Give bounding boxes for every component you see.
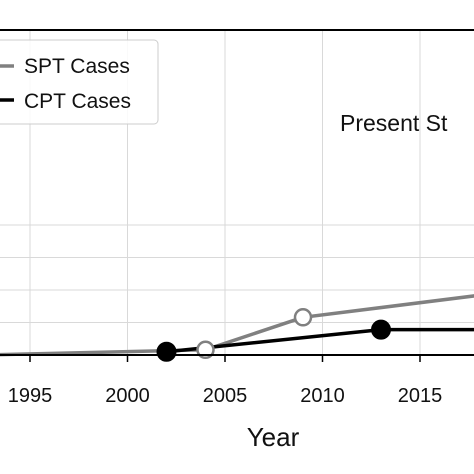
plot-frame [0, 29, 474, 356]
spt-point-2 [293, 308, 313, 327]
cpt-point-0 [156, 341, 177, 362]
legend-box [0, 39, 159, 125]
legend: SPT Cases CPT Cases [0, 39, 159, 125]
x-axis-label: Year [247, 422, 300, 452]
legend-label-cpt: CPT Cases [24, 90, 131, 113]
series-lines [0, 294, 474, 357]
series-line-spt [0, 294, 474, 357]
x-tick-label-1: 2000 [105, 385, 150, 407]
x-tick-label-3: 2010 [300, 385, 345, 407]
legend-label-spt: SPT Cases [24, 55, 130, 78]
x-tick-label-2: 2005 [203, 385, 248, 407]
spt-point-1 [196, 340, 215, 360]
cpt-point-1 [371, 319, 391, 340]
x-ticks: 1995 2000 2005 2010 2015 [8, 355, 443, 407]
series-markers [156, 308, 391, 362]
annotation-present-study: Present St [340, 110, 448, 136]
x-tick-label-4: 2015 [398, 385, 443, 407]
x-tick-label-0: 1995 [8, 385, 53, 407]
